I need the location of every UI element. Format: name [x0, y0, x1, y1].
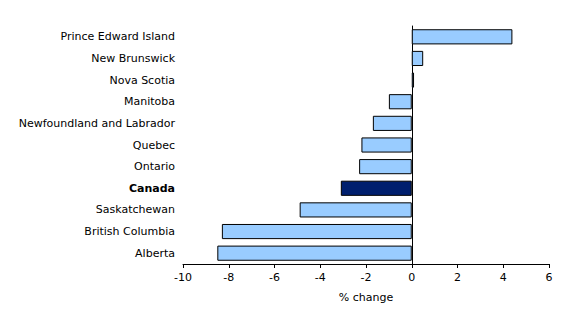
svg-text:British Columbia: British Columbia	[84, 225, 175, 238]
svg-text:Saskatchewan: Saskatchewan	[96, 203, 175, 216]
svg-text:-10: -10	[174, 271, 192, 284]
svg-text:Canada: Canada	[129, 182, 175, 195]
svg-text:Nova Scotia: Nova Scotia	[109, 74, 175, 87]
svg-text:-2: -2	[361, 271, 372, 284]
svg-text:2: 2	[454, 271, 461, 284]
svg-text:New Brunswick: New Brunswick	[91, 52, 175, 65]
svg-text:-4: -4	[315, 271, 326, 284]
svg-text:6: 6	[546, 271, 553, 284]
svg-text:Ontario: Ontario	[134, 160, 175, 173]
svg-text:% change: % change	[339, 291, 394, 304]
svg-text:Alberta: Alberta	[135, 247, 175, 260]
svg-text:-6: -6	[269, 271, 280, 284]
svg-text:0: 0	[408, 271, 415, 284]
svg-text:Manitoba: Manitoba	[124, 95, 175, 108]
svg-text:Prince Edward Island: Prince Edward Island	[60, 30, 175, 43]
svg-text:Quebec: Quebec	[133, 139, 175, 152]
svg-text:-8: -8	[223, 271, 234, 284]
svg-text:4: 4	[500, 271, 507, 284]
svg-text:Newfoundland and Labrador: Newfoundland and Labrador	[19, 117, 176, 130]
